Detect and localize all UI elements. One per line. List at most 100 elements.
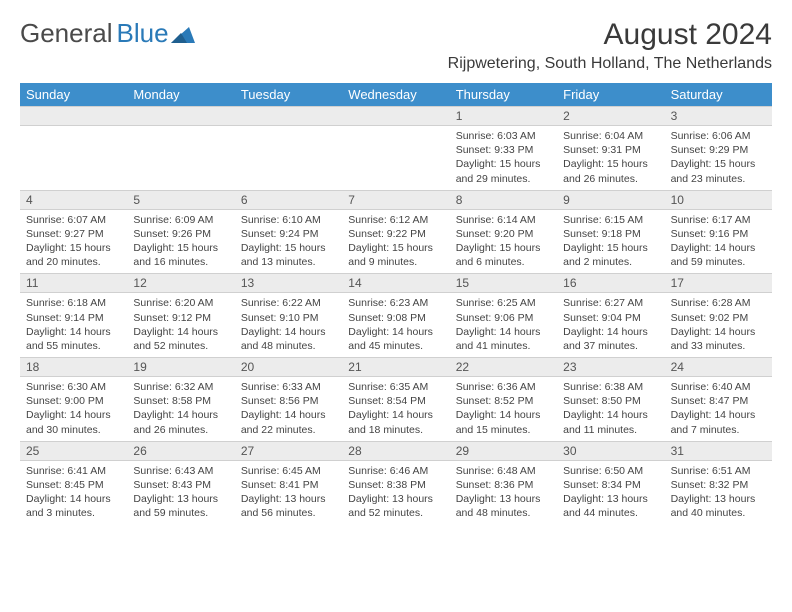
day-cell: Sunrise: 6:33 AMSunset: 8:56 PMDaylight:… xyxy=(235,377,342,441)
daylight-text: Daylight: 14 hours and 48 minutes. xyxy=(241,325,336,353)
title-block: August 2024 Rijpwetering, South Holland,… xyxy=(448,18,772,81)
header: GeneralBlue August 2024 Rijpwetering, So… xyxy=(20,18,772,81)
location: Rijpwetering, South Holland, The Netherl… xyxy=(448,55,772,73)
daylight-text: Daylight: 14 hours and 45 minutes. xyxy=(348,325,443,353)
day-number: 17 xyxy=(665,273,772,293)
weekday-header: Wednesday xyxy=(342,83,449,106)
sunrise-text: Sunrise: 6:25 AM xyxy=(456,296,551,310)
sunrise-text: Sunrise: 6:06 AM xyxy=(671,129,766,143)
day-number: 21 xyxy=(342,357,449,377)
daylight-text: Daylight: 14 hours and 33 minutes. xyxy=(671,325,766,353)
day-number: 4 xyxy=(20,190,127,210)
sunset-text: Sunset: 8:58 PM xyxy=(133,394,228,408)
weekday-header: Friday xyxy=(557,83,664,106)
daylight-text: Daylight: 14 hours and 26 minutes. xyxy=(133,408,228,436)
weekday-header: Tuesday xyxy=(235,83,342,106)
day-number xyxy=(20,106,127,126)
daylight-text: Daylight: 14 hours and 11 minutes. xyxy=(563,408,658,436)
day-cell: Sunrise: 6:06 AMSunset: 9:29 PMDaylight:… xyxy=(665,126,772,190)
daylight-text: Daylight: 15 hours and 2 minutes. xyxy=(563,241,658,269)
day-cell: Sunrise: 6:20 AMSunset: 9:12 PMDaylight:… xyxy=(127,293,234,357)
day-cell: Sunrise: 6:36 AMSunset: 8:52 PMDaylight:… xyxy=(450,377,557,441)
day-number-row: 18192021222324 xyxy=(20,357,772,377)
sunset-text: Sunset: 8:34 PM xyxy=(563,478,658,492)
daylight-text: Daylight: 14 hours and 30 minutes. xyxy=(26,408,121,436)
day-cell xyxy=(20,126,127,190)
sunrise-text: Sunrise: 6:35 AM xyxy=(348,380,443,394)
weekday-header: Saturday xyxy=(665,83,772,106)
sunset-text: Sunset: 9:18 PM xyxy=(563,227,658,241)
day-cell xyxy=(235,126,342,190)
sunrise-text: Sunrise: 6:32 AM xyxy=(133,380,228,394)
sunset-text: Sunset: 9:02 PM xyxy=(671,311,766,325)
sunrise-text: Sunrise: 6:12 AM xyxy=(348,213,443,227)
calendar-header-row: Sunday Monday Tuesday Wednesday Thursday… xyxy=(20,83,772,106)
sunrise-text: Sunrise: 6:36 AM xyxy=(456,380,551,394)
day-number: 31 xyxy=(665,441,772,461)
daylight-text: Daylight: 14 hours and 55 minutes. xyxy=(26,325,121,353)
day-cell: Sunrise: 6:43 AMSunset: 8:43 PMDaylight:… xyxy=(127,461,234,525)
sunrise-text: Sunrise: 6:07 AM xyxy=(26,213,121,227)
sunset-text: Sunset: 9:00 PM xyxy=(26,394,121,408)
day-cell: Sunrise: 6:14 AMSunset: 9:20 PMDaylight:… xyxy=(450,210,557,274)
day-number: 24 xyxy=(665,357,772,377)
day-cell: Sunrise: 6:17 AMSunset: 9:16 PMDaylight:… xyxy=(665,210,772,274)
sunset-text: Sunset: 9:06 PM xyxy=(456,311,551,325)
logo-text-part2: Blue xyxy=(117,18,169,49)
sunrise-text: Sunrise: 6:46 AM xyxy=(348,464,443,478)
sunrise-text: Sunrise: 6:04 AM xyxy=(563,129,658,143)
day-number: 30 xyxy=(557,441,664,461)
sunset-text: Sunset: 8:47 PM xyxy=(671,394,766,408)
day-number: 9 xyxy=(557,190,664,210)
month-title: August 2024 xyxy=(448,18,772,52)
day-number: 16 xyxy=(557,273,664,293)
sunrise-text: Sunrise: 6:33 AM xyxy=(241,380,336,394)
daylight-text: Daylight: 13 hours and 48 minutes. xyxy=(456,492,551,520)
daylight-text: Daylight: 14 hours and 37 minutes. xyxy=(563,325,658,353)
sunrise-text: Sunrise: 6:18 AM xyxy=(26,296,121,310)
day-number: 13 xyxy=(235,273,342,293)
day-cell: Sunrise: 6:23 AMSunset: 9:08 PMDaylight:… xyxy=(342,293,449,357)
day-content-row: Sunrise: 6:30 AMSunset: 9:00 PMDaylight:… xyxy=(20,377,772,441)
day-cell: Sunrise: 6:41 AMSunset: 8:45 PMDaylight:… xyxy=(20,461,127,525)
day-number: 3 xyxy=(665,106,772,126)
sunrise-text: Sunrise: 6:30 AM xyxy=(26,380,121,394)
day-number: 19 xyxy=(127,357,234,377)
day-content-row: Sunrise: 6:41 AMSunset: 8:45 PMDaylight:… xyxy=(20,461,772,525)
sunrise-text: Sunrise: 6:22 AM xyxy=(241,296,336,310)
day-number: 14 xyxy=(342,273,449,293)
daylight-text: Daylight: 15 hours and 9 minutes. xyxy=(348,241,443,269)
daylight-text: Daylight: 13 hours and 52 minutes. xyxy=(348,492,443,520)
sunset-text: Sunset: 8:54 PM xyxy=(348,394,443,408)
day-cell: Sunrise: 6:46 AMSunset: 8:38 PMDaylight:… xyxy=(342,461,449,525)
day-number: 25 xyxy=(20,441,127,461)
sunrise-text: Sunrise: 6:50 AM xyxy=(563,464,658,478)
day-cell: Sunrise: 6:40 AMSunset: 8:47 PMDaylight:… xyxy=(665,377,772,441)
sunrise-text: Sunrise: 6:20 AM xyxy=(133,296,228,310)
weekday-header: Sunday xyxy=(20,83,127,106)
sunrise-text: Sunrise: 6:03 AM xyxy=(456,129,551,143)
day-number-row: 45678910 xyxy=(20,190,772,210)
day-content-row: Sunrise: 6:03 AMSunset: 9:33 PMDaylight:… xyxy=(20,126,772,190)
day-content-row: Sunrise: 6:18 AMSunset: 9:14 PMDaylight:… xyxy=(20,293,772,357)
day-number xyxy=(235,106,342,126)
day-cell: Sunrise: 6:45 AMSunset: 8:41 PMDaylight:… xyxy=(235,461,342,525)
daylight-text: Daylight: 14 hours and 3 minutes. xyxy=(26,492,121,520)
day-number: 6 xyxy=(235,190,342,210)
day-number: 12 xyxy=(127,273,234,293)
daylight-text: Daylight: 13 hours and 44 minutes. xyxy=(563,492,658,520)
day-cell: Sunrise: 6:35 AMSunset: 8:54 PMDaylight:… xyxy=(342,377,449,441)
day-cell: Sunrise: 6:12 AMSunset: 9:22 PMDaylight:… xyxy=(342,210,449,274)
day-cell: Sunrise: 6:28 AMSunset: 9:02 PMDaylight:… xyxy=(665,293,772,357)
day-cell: Sunrise: 6:10 AMSunset: 9:24 PMDaylight:… xyxy=(235,210,342,274)
daylight-text: Daylight: 15 hours and 16 minutes. xyxy=(133,241,228,269)
day-number: 20 xyxy=(235,357,342,377)
sunrise-text: Sunrise: 6:48 AM xyxy=(456,464,551,478)
daylight-text: Daylight: 13 hours and 59 minutes. xyxy=(133,492,228,520)
sunset-text: Sunset: 8:50 PM xyxy=(563,394,658,408)
logo-text-part1: General xyxy=(20,18,113,49)
sunrise-text: Sunrise: 6:14 AM xyxy=(456,213,551,227)
day-cell: Sunrise: 6:03 AMSunset: 9:33 PMDaylight:… xyxy=(450,126,557,190)
day-number-row: 25262728293031 xyxy=(20,441,772,461)
sunset-text: Sunset: 9:22 PM xyxy=(348,227,443,241)
